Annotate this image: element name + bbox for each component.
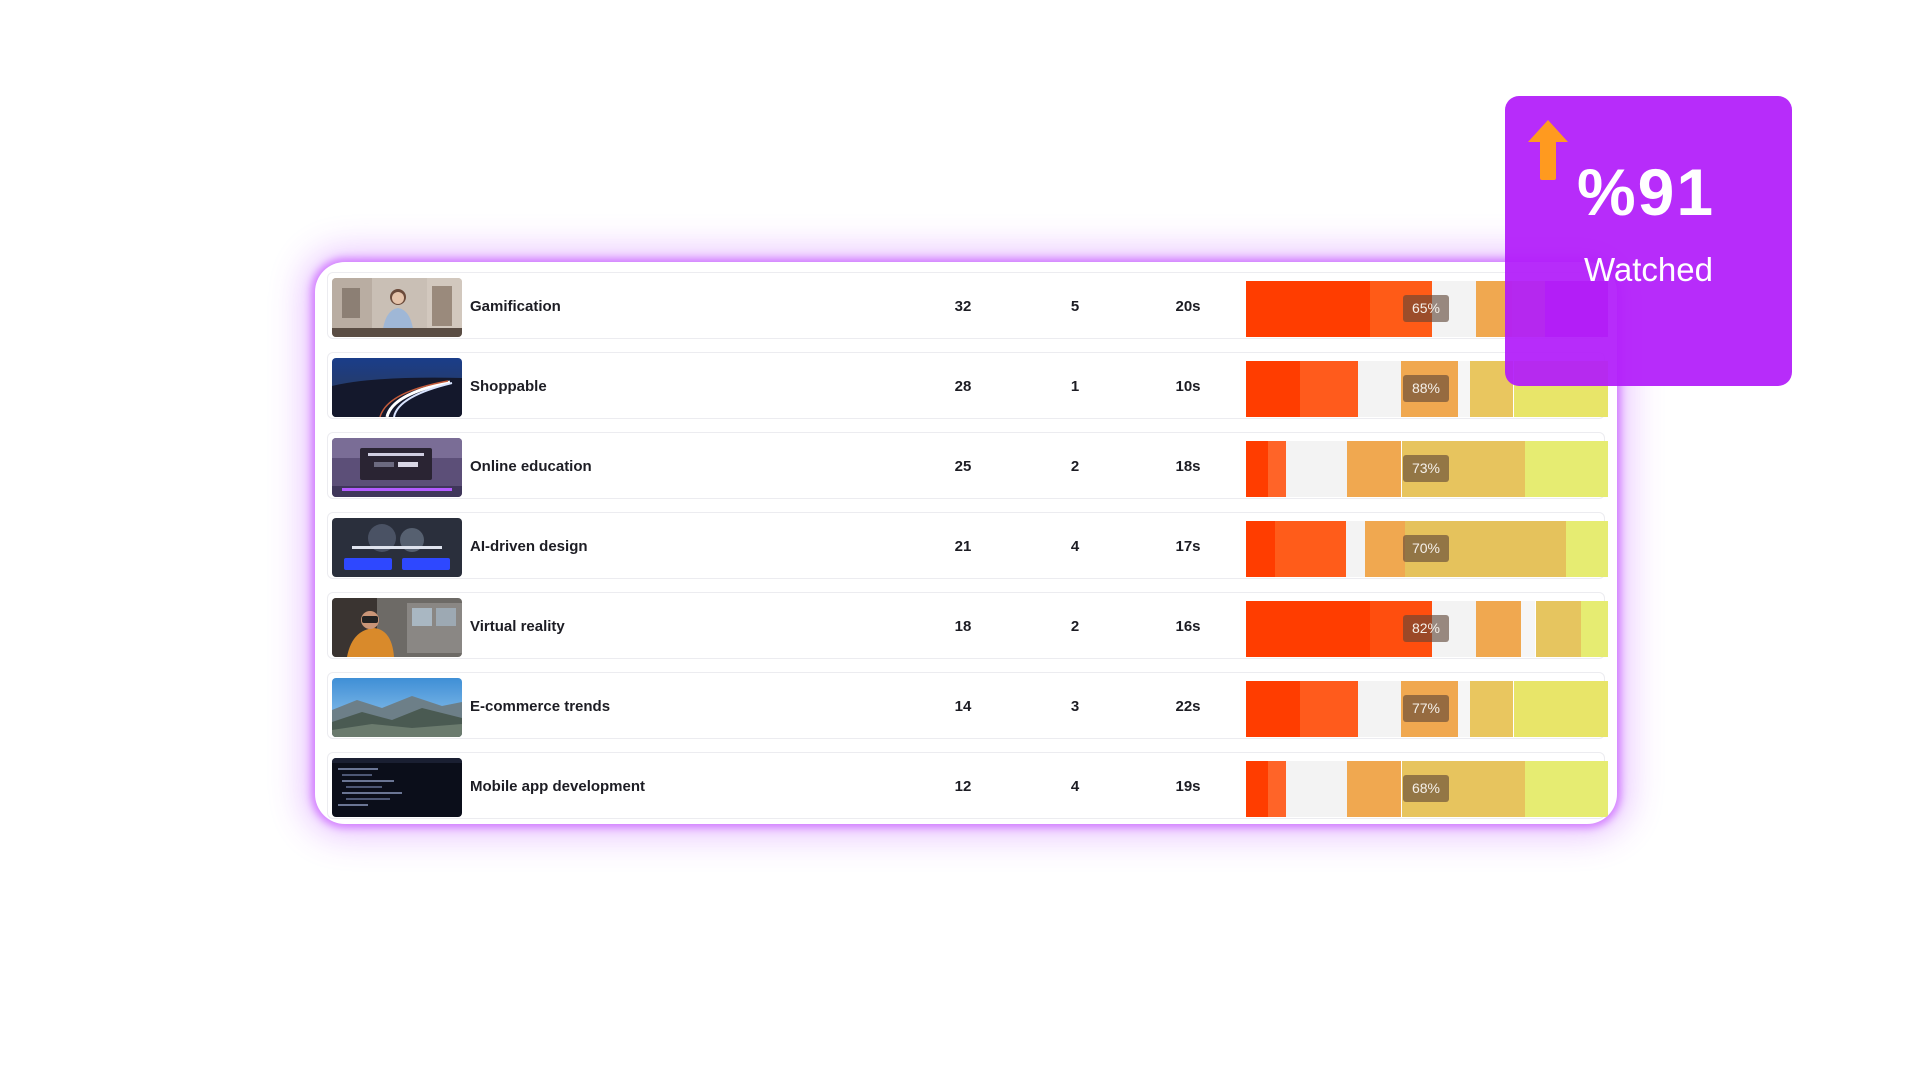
heatmap-segment [1458,681,1470,737]
stat-col1: 32 [954,298,972,315]
heatmap-segment [1365,521,1405,577]
arrow-up-icon [1528,120,1568,180]
stat-col1: 18 [954,618,972,635]
video-title[interactable]: Virtual reality [470,618,565,635]
heatmap-segment [1458,361,1470,417]
stat-col2: 1 [1070,378,1080,395]
heatmap-segment [1246,761,1268,817]
watch-percent-label: 73% [1403,455,1449,482]
watch-heatmap-bar: 77% [1246,681,1608,737]
heatmap-segment [1358,361,1401,417]
stat-col3: 22s [1175,698,1201,715]
stat-col2: 4 [1070,778,1080,795]
stat-col3: 17s [1175,538,1201,555]
watch-heatmap-bar: 70% [1246,521,1608,577]
stat-col3: 19s [1175,778,1201,795]
heatmap-segment [1275,521,1346,577]
video-title[interactable]: Mobile app development [470,778,646,795]
heatmap-segment [1521,601,1535,657]
watch-percent-label: 77% [1403,695,1449,722]
heatmap-segment [1246,601,1370,657]
watch-percent-label: 82% [1403,615,1449,642]
stat-col1: 21 [954,538,972,555]
video-title[interactable]: E-commerce trends [470,698,611,715]
mountain-landscape-thumbnail[interactable] [332,678,462,737]
heatmap-segment [1246,521,1275,577]
heatmap-segment [1300,361,1358,417]
watch-percent-label: 68% [1403,775,1449,802]
video-title[interactable]: Online education [470,458,592,475]
heatmap-segment [1566,521,1608,577]
heatmap-segment [1536,601,1581,657]
heatmap-segment [1358,681,1401,737]
table-row[interactable]: AI-driven design 21 4 17s 70% [327,512,1608,579]
heatmap-segment [1246,681,1300,737]
stat-col2: 5 [1070,298,1080,315]
heatmap-segment [1246,361,1300,417]
heatmap-segment [1514,681,1608,737]
stat-col2: 2 [1070,458,1080,475]
heatmap-segment [1246,281,1370,337]
stat-col1: 25 [954,458,972,475]
stat-col3: 18s [1175,458,1201,475]
heatmap-segment [1525,441,1608,497]
stat-col2: 3 [1070,698,1080,715]
watched-label: Watched [1583,251,1713,288]
stat-col1: 14 [954,698,972,715]
dark-presentation-thumbnail[interactable] [332,518,462,577]
heatmap-segment [1346,521,1366,577]
table-row[interactable]: Online education 25 2 18s 73% [327,432,1608,499]
heatmap-segment [1347,441,1401,497]
heatmap-segment [1525,761,1608,817]
heatmap-segment [1286,441,1348,497]
night-highway-thumbnail[interactable] [332,358,462,417]
laptop-screen-thumbnail[interactable] [332,438,462,497]
video-title[interactable]: AI-driven design [470,538,588,555]
heatmap-segment [1246,441,1268,497]
heatmap-segment [1347,761,1401,817]
watch-percent-label: 88% [1403,375,1449,402]
heatmap-segment [1470,681,1513,737]
watch-heatmap-bar: 73% [1246,441,1608,497]
watch-percent-label: 70% [1403,535,1449,562]
stat-col3: 20s [1175,298,1201,315]
stat-col3: 16s [1175,618,1201,635]
table-row[interactable]: Shoppable 28 1 10s 88% [327,352,1608,419]
video-title[interactable]: Shoppable [470,378,547,395]
stat-col2: 4 [1070,538,1080,555]
stat-col3: 10s [1175,378,1201,395]
watched-badge: %91 Watched [1505,96,1792,386]
heatmap-segment [1581,601,1608,657]
stat-col1: 28 [954,378,972,395]
stat-col2: 2 [1070,618,1080,635]
heatmap-segment [1286,761,1348,817]
heatmap-segment [1300,681,1358,737]
table-row[interactable]: Gamification 32 5 20s 65% [327,272,1608,339]
vr-headset-thumbnail[interactable] [332,598,462,657]
table-row[interactable]: Mobile app development 12 4 19s 68% [327,752,1608,819]
table-row[interactable]: Virtual reality 18 2 16s 82% [327,592,1608,659]
code-editor-thumbnail[interactable] [332,758,462,817]
table-row[interactable]: E-commerce trends 14 3 22s 77% [327,672,1608,739]
watch-heatmap-bar: 68% [1246,761,1608,817]
heatmap-segment [1476,601,1521,657]
video-title[interactable]: Gamification [470,298,561,315]
stat-col1: 12 [954,778,972,795]
watched-percentage: %91 [1577,155,1716,229]
heatmap-segment [1268,761,1286,817]
video-stats-table: Gamification 32 5 20s 65% Shoppable 28 1 10s 88% O… [315,262,1617,824]
heatmap-segment [1268,441,1286,497]
watch-heatmap-bar: 88% [1246,361,1608,417]
person-presenting-thumbnail[interactable] [332,278,462,337]
watch-percent-label: 65% [1403,295,1449,322]
watch-heatmap-bar: 82% [1246,601,1608,657]
